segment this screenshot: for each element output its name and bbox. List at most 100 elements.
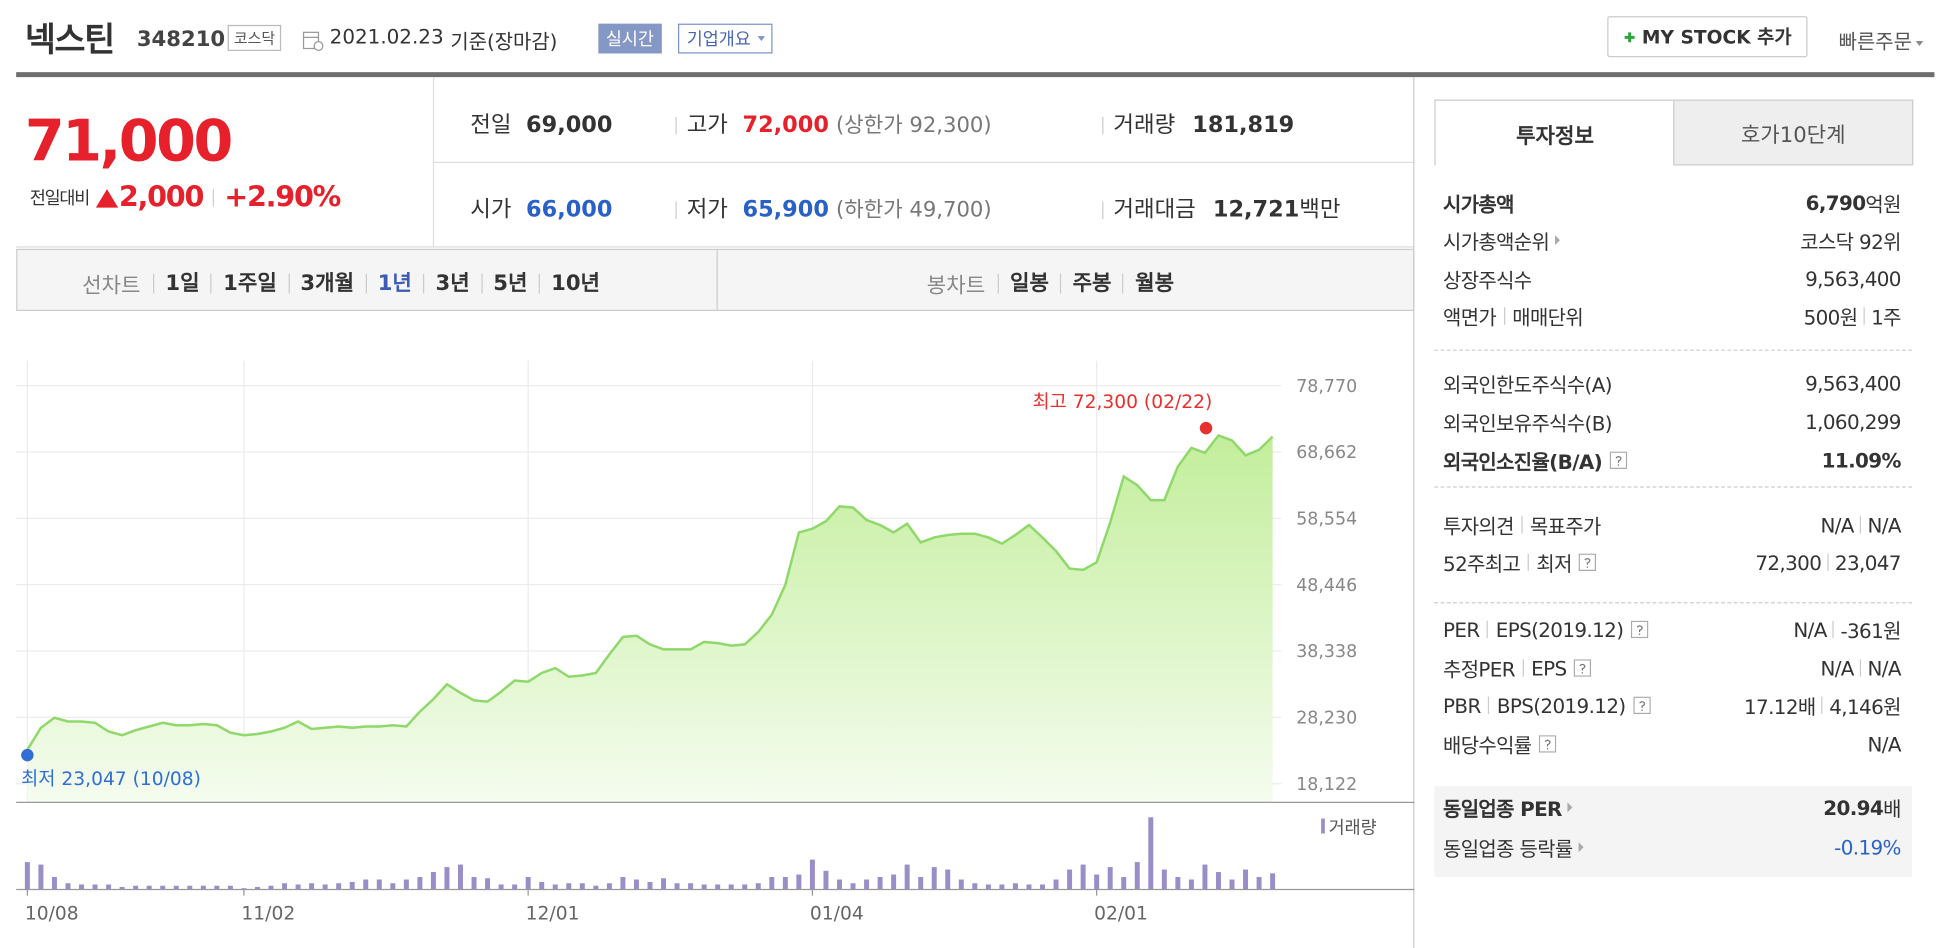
mystock-button[interactable]: MY STOCK 추가 — [1607, 16, 1808, 58]
arrow — [1555, 235, 1561, 246]
stats-divider — [432, 246, 1415, 248]
stat-low: 저가 65,900 (하한가 49,700) — [675, 192, 992, 224]
volume-bar — [1067, 869, 1073, 890]
change-rate: +2.90% — [224, 181, 341, 214]
info-row: 상장주식수 9,563,400 — [1443, 260, 1901, 297]
period-tab-active[interactable]: 1년 — [365, 272, 423, 294]
stat-limit: (상한가 92,300) — [836, 113, 992, 139]
volume-bar — [850, 883, 856, 890]
volume-bar — [187, 885, 193, 890]
volume-bar — [1175, 877, 1181, 890]
volume-bar — [661, 878, 667, 890]
row-label: 외국인한도주식수(A) — [1443, 373, 1612, 397]
volume-bar — [403, 879, 409, 890]
volume-bar — [742, 884, 748, 890]
period-tab[interactable]: 월봉 — [1122, 272, 1186, 294]
volume-bar — [336, 883, 342, 890]
stat-label: 고가 — [686, 111, 728, 139]
stat-amount: 거래대금 12,721백만 — [1102, 192, 1341, 224]
separator — [1487, 620, 1489, 639]
volume-bar — [106, 884, 112, 890]
label-text: 액면가 — [1443, 306, 1497, 330]
row-label: 외국인보유주식수(B) — [1443, 411, 1612, 436]
info-tab-active[interactable]: 투자정보 — [1434, 99, 1676, 166]
stat-limit: (하한가 49,700) — [836, 197, 992, 223]
period-tab[interactable]: 3년 — [423, 272, 481, 294]
volume-bar — [701, 884, 707, 890]
arrow — [1567, 802, 1573, 813]
y-tick-label: 68,662 — [1296, 443, 1357, 463]
volume-bar — [376, 879, 382, 890]
volume-bar — [891, 874, 897, 890]
period-tab[interactable]: 일봉 — [997, 272, 1061, 294]
volume-bar — [945, 869, 951, 890]
help-icon[interactable] — [1609, 451, 1627, 469]
volume-bar — [214, 885, 220, 890]
label-text: 추정PER — [1443, 658, 1516, 682]
period-tab[interactable]: 1주일 — [210, 272, 288, 294]
separator — [1821, 696, 1824, 715]
separator — [675, 116, 677, 135]
value-text: N/A — [1820, 513, 1854, 537]
row-value: 500원 1주 — [1804, 301, 1902, 331]
help-icon[interactable] — [1538, 735, 1557, 753]
price-area — [27, 435, 1273, 803]
period-tab[interactable]: 1일 — [152, 272, 211, 294]
volume-bar — [1040, 884, 1046, 890]
volume-bar — [1256, 877, 1262, 890]
period-tab[interactable]: 5년 — [480, 272, 539, 294]
info-tab[interactable]: 호가10단계 — [1673, 99, 1914, 166]
separator — [1522, 659, 1524, 677]
volume-bar — [485, 878, 491, 890]
row-value: 9,563,400 — [1805, 371, 1901, 395]
company-button[interactable]: 기업개요 — [677, 23, 772, 54]
help-icon[interactable] — [1573, 659, 1592, 677]
period-tab[interactable]: 주봉 — [1060, 272, 1123, 294]
row-label: 외국인소진율(B/A) — [1443, 445, 1627, 475]
row-value: 1,060,299 — [1805, 409, 1901, 434]
stock-name: 넥스틴 — [24, 21, 115, 60]
volume-bar — [877, 877, 883, 890]
value-text: 4,146원 — [1829, 695, 1901, 720]
volume-bar — [349, 881, 355, 890]
volume-bar — [593, 885, 599, 890]
change-label: 전일대비 — [29, 189, 90, 209]
volume-bar — [972, 883, 978, 890]
volume-bar — [282, 883, 288, 890]
info-row: 배당수익률 N/A — [1443, 725, 1901, 762]
info-row: 외국인소진율(B/A) 11.09% — [1443, 442, 1901, 479]
realtime-button[interactable]: 실시간 — [598, 23, 662, 54]
volume-bar — [1229, 879, 1235, 890]
help-icon[interactable] — [1632, 696, 1651, 715]
info-row: 시가총액순위 코스닥 92위 — [1443, 221, 1901, 258]
label-text: PER — [1443, 617, 1480, 642]
period-tab[interactable]: 3개월 — [287, 272, 365, 294]
chart: 18,122 28,230 38,338 48,446 58,554 68,662 78,7… — [16, 360, 1415, 924]
separator — [1860, 516, 1862, 534]
help-icon[interactable] — [1579, 553, 1597, 571]
help-icon[interactable] — [1630, 620, 1649, 639]
x-tick-label: 01/04 — [810, 903, 864, 924]
value-text: 1주 — [1871, 306, 1901, 330]
volume-bar — [1161, 869, 1167, 890]
volume-bar — [1026, 884, 1032, 890]
period-tab[interactable]: 10년 — [538, 272, 612, 294]
value-text: 17.12배 — [1744, 695, 1816, 720]
volume-bar — [512, 884, 518, 890]
volume-bar — [647, 881, 653, 890]
label-text: 배당수익률 — [1443, 733, 1532, 758]
info-row: 추정PER EPS N/A N/A — [1443, 649, 1901, 686]
row-value: 6,790 억원 — [1806, 188, 1902, 218]
volume-bar — [417, 877, 423, 890]
row-value: 코스닥 92위 — [1800, 230, 1901, 254]
period-divider — [716, 250, 718, 310]
y-tick-label: 48,446 — [1296, 576, 1357, 596]
y-tick-label: 78,770 — [1296, 377, 1357, 397]
quick-order[interactable]: 빠른주문 — [1839, 25, 1924, 55]
volume-bar — [566, 883, 572, 890]
volume-bar — [606, 883, 612, 890]
volume-bar — [133, 885, 139, 890]
volume-bar — [633, 879, 639, 890]
x-tick-label: 10/08 — [25, 903, 79, 924]
